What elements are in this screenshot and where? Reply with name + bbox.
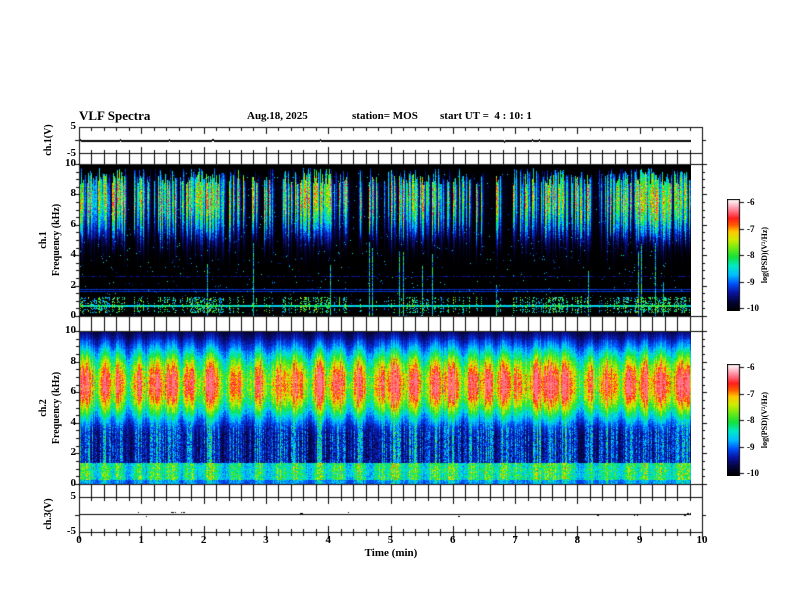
colorbar1-tick-label: -6 [747, 197, 755, 207]
colorbar1-tick-label: -9 [747, 276, 755, 287]
spec2-ytick-label: 10 [65, 324, 76, 336]
xtick-label: 2 [200, 534, 207, 546]
spec1-ytick-label: 8 [70, 187, 77, 200]
xtick-label: 5 [387, 534, 394, 546]
spec2-ytick-label: 4 [70, 415, 77, 428]
ch1-channel-label: ch.1 [38, 231, 49, 249]
figure-title: VLF Spectra [79, 108, 151, 123]
colorbar-ch2-canvas [727, 364, 745, 476]
colorbar1-tick-label: -8 [747, 250, 755, 260]
spec1-ytick-label: 0 [70, 309, 77, 321]
colorbar2-unit-label: log(PSD)(V²/Hz) [760, 391, 769, 449]
spec1-ytick-label: 4 [70, 248, 77, 261]
station-label: station= MOS [352, 110, 418, 122]
ch1-spectrogram-canvas [80, 165, 691, 316]
ch1-frequency-axis-label: Frequency (kHz) [51, 203, 62, 277]
xtick-label: 8 [574, 534, 581, 546]
ch1-voltage-waveform-canvas [80, 128, 691, 153]
colorbar2-tick-label: -8 [747, 415, 755, 425]
time-axis-label: Time (min) [364, 547, 418, 559]
ch2-frequency-axis-label: Frequency (kHz) [51, 371, 62, 445]
date-label: Aug.18, 2025 [247, 110, 308, 122]
colorbar1-tick-label: -10 [747, 303, 759, 313]
xtick-label: 7 [512, 534, 518, 546]
colorbar1-tick-label: -7 [747, 223, 755, 234]
xtick-label: 1 [138, 534, 145, 546]
xtick-label: 6 [450, 534, 456, 546]
ch3-volt-max-label: 5 [70, 490, 77, 502]
ch3-voltage-waveform-canvas [80, 498, 691, 532]
colorbar2-tick-label: -7 [747, 388, 755, 399]
xtick-label: 10 [696, 534, 708, 546]
colorbar-ch1-canvas [727, 199, 745, 311]
xtick-label: 9 [636, 534, 643, 546]
spec2-ytick-label: 2 [70, 446, 77, 459]
ch3-volt-min-label: -5 [66, 525, 76, 537]
ch3-voltage-axis-label: ch.3(V) [43, 498, 54, 530]
xtick-label: 4 [325, 534, 331, 546]
ch1-volt-max-label: 5 [70, 120, 77, 132]
ch1-volt-min-label: -5 [66, 147, 76, 159]
spec1-ytick-label: 10 [65, 157, 76, 169]
spec1-ytick-label: 2 [70, 278, 77, 291]
xtick-label: 3 [263, 534, 269, 546]
colorbar2-tick-label: -10 [747, 468, 759, 478]
xtick-label: 0 [76, 534, 82, 546]
ch2-channel-label: ch.2 [38, 399, 49, 417]
ch2-spectrogram-canvas [80, 332, 691, 484]
colorbar2-tick-label: -6 [747, 362, 755, 372]
colorbar1-unit-label: log(PSD)(V²/Hz) [760, 226, 769, 284]
start-ut-label: start UT = 4 : 10: 1 [440, 110, 532, 122]
spec2-ytick-label: 6 [70, 385, 77, 398]
spec1-ytick-label: 6 [70, 217, 77, 230]
spec2-ytick-label: 8 [70, 354, 77, 367]
colorbar2-tick-label: -9 [747, 441, 755, 452]
spec2-ytick-label: 0 [70, 477, 77, 489]
